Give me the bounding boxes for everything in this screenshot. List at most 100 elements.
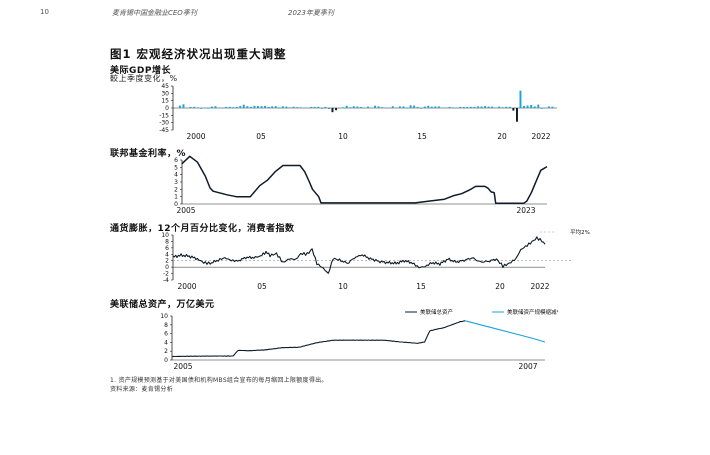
gdp-bar [352,106,355,109]
fedrate-x-tick-label: 2005 [176,206,195,215]
gdp-bar [434,106,437,109]
inflation-x-tick-label: 15 [416,282,426,291]
gdp-bar [526,105,529,109]
gdp-bar [402,106,405,108]
gdp-bar [207,108,210,109]
gdp-bar [228,106,231,108]
gdp-bar [512,108,515,111]
gdp-x-tick-label: 10 [338,132,348,141]
gdp-bar [423,106,426,109]
legend-actual-label: 美联储总资产 [420,308,454,316]
fedrate-y-tick-label: 0 [174,201,178,208]
inflation-y-tick-label: 6 [165,245,169,252]
inflation-x-tick-label: 05 [257,282,267,291]
gdp-bar [523,105,526,108]
inflation-y-tick-label: 10 [161,232,169,239]
balance-actual-line [171,320,466,358]
balance-x-tick-label: 2007 [518,362,537,371]
balance-y-tick-label: 6 [164,331,168,338]
gdp-bar [473,106,476,108]
gdp-panel-subtitle: 較上季度变化，% [110,74,178,83]
gdp-bar [377,106,380,108]
gdp-x-tick-label: 2022 [531,132,550,141]
gdp-bar [406,108,408,109]
balance-y-tick-label: 2 [164,348,168,355]
gdp-bar [193,106,196,108]
gdp-bar [225,106,228,108]
footnote-1: 1. 资产规模预测基于对美国债和机构MBS组合宣布的每月缩回上限额度得出。 [110,377,328,384]
gdp-bar [196,107,199,109]
legend-projected-label: 美联储资产规模缩减¹ [507,308,559,316]
gdp-bar [359,107,362,108]
gdp-bar [516,108,518,122]
gdp-bar [260,106,263,109]
gdp-y-tick-label: 30 [161,90,169,97]
gdp-bar [200,108,203,109]
gdp-bar [547,106,550,108]
fedrate-x-tick-label: 2023 [516,206,535,215]
gdp-bar [264,105,267,108]
fedrate-y-tick-label: 2 [174,186,178,193]
gdp-bar [342,107,345,109]
gdp-y-tick-label: 0 [165,105,169,112]
gdp-bar [331,108,334,113]
gdp-bar [249,106,252,108]
fedrate-y-tick-label: 3 [174,179,178,186]
gdp-bar [505,106,508,108]
gdp-bar [420,108,423,109]
inflation-series-line [172,236,546,274]
page-number: 10 [40,8,49,16]
gdp-bar [448,106,451,109]
gdp-bar [274,106,277,108]
gdp-bar [239,106,242,108]
gdp-bar [501,107,504,109]
gdp-bar [391,106,394,108]
gdp-bar [345,105,348,108]
gdp-bar [494,107,497,109]
gdp-x-tick-label: 2000 [186,132,205,141]
gdp-bar [324,106,327,109]
gdp-bar [285,106,288,109]
fedrate-y-tick-label: 6 [174,157,178,164]
inflation-x-tick-label: 10 [338,282,348,291]
inflation-x-tick-label: 2022 [530,282,549,291]
gdp-bar [537,104,540,109]
gdp-bar [214,106,217,108]
gdp-bar [491,106,494,109]
gdp-bar [182,104,185,108]
fedrate-y-tick-label: 4 [174,172,178,179]
gdp-bar [367,106,369,109]
gdp-bar [430,106,433,109]
inflation-x-tick-label: 2000 [177,282,196,291]
gdp-bar [551,106,554,108]
balance-y-tick-label: 4 [164,339,168,346]
gdp-bar [533,106,536,109]
gdp-bar [540,108,543,109]
gdp-bar [281,106,284,109]
inflation-y-tick-label: 8 [165,238,169,245]
gdp-bar [289,107,291,108]
gdp-y-tick-label: -30 [159,120,169,127]
gdp-bar [416,106,419,109]
gdp-bar [519,90,522,108]
gdp-bar [278,107,281,109]
gdp-bar [480,106,483,109]
gdp-bar [179,105,181,109]
gdp-bar [349,107,352,109]
balance-y-tick-label: 8 [164,322,168,329]
inflation-x-tick-label: 20 [495,282,505,291]
gdp-bar [477,106,479,108]
gdp-bar [462,107,465,108]
gdp-y-tick-label: -45 [159,127,169,134]
gdp-bar [296,107,299,109]
gdp-bar [313,106,316,108]
gdp-y-tick-label: -15 [159,112,169,119]
gdp-y-tick-label: 45 [161,83,169,90]
gdp-bar [398,106,401,108]
gdp-bar [452,107,455,109]
source-note: 资料来源：麦肯锡分析 [110,386,174,393]
inflation-panel-title: 通货膨胀，12个月百分比变化，消费者指数 [110,224,295,234]
gdp-bar [328,108,330,110]
gdp-bar [487,106,490,108]
